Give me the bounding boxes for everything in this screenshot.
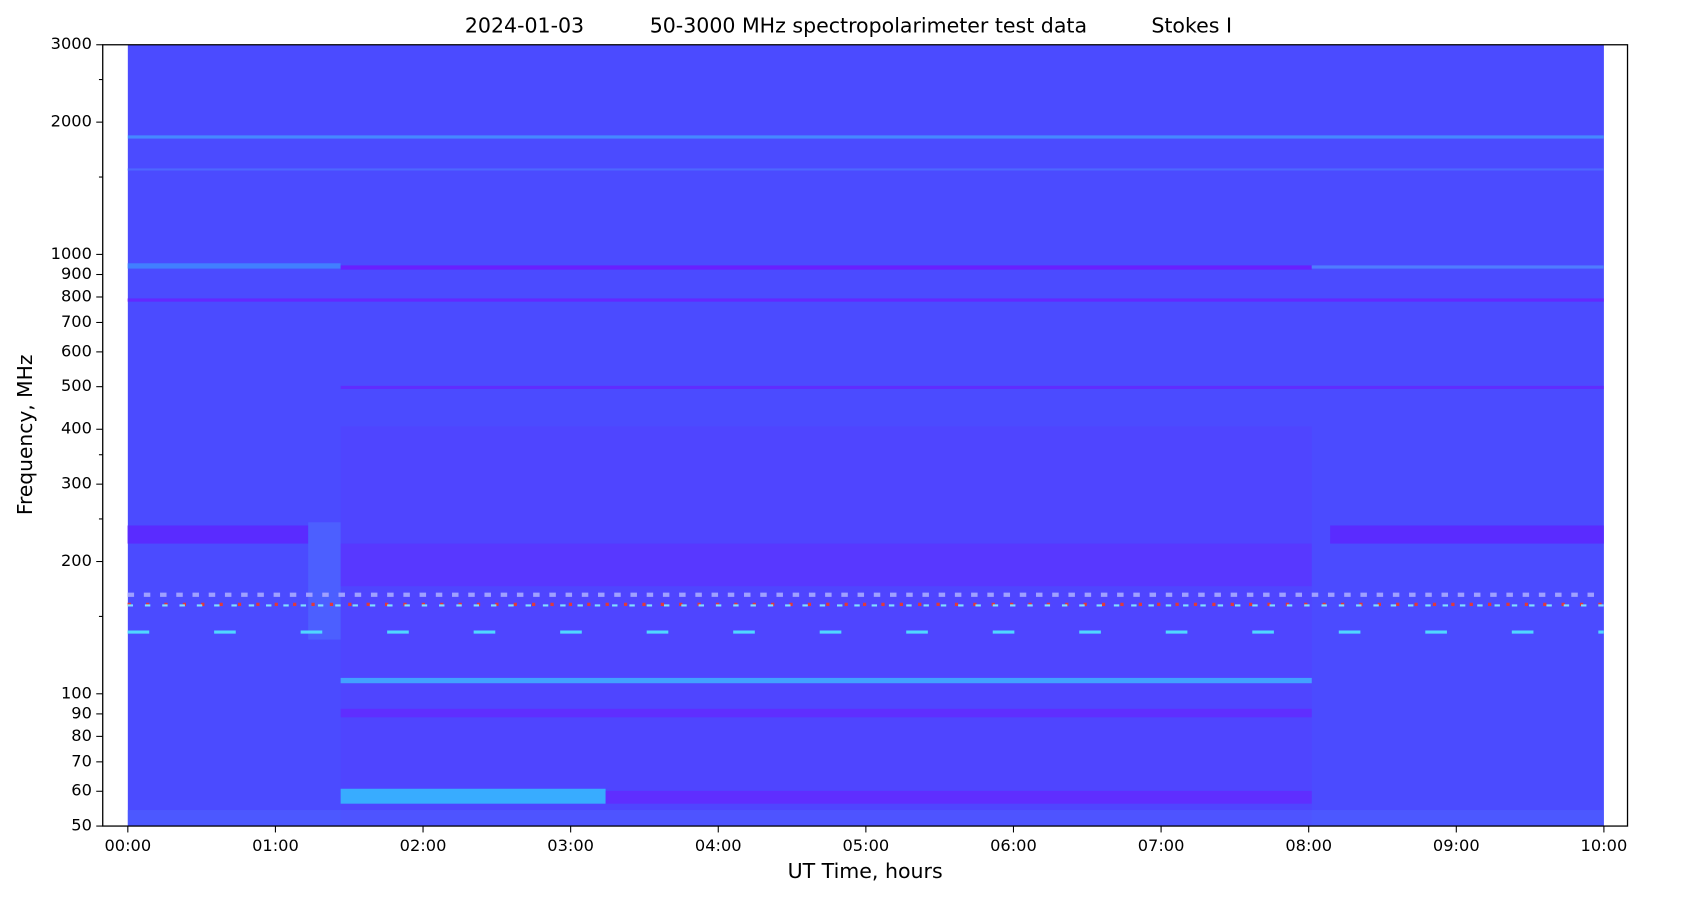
x-tick-label: 01:00 [252, 836, 299, 855]
y-tick-label: 1000 [51, 244, 92, 263]
y-tick-label: 80 [71, 726, 92, 745]
y-tick-label: 200 [61, 551, 92, 570]
title-main: 50-3000 MHz spectropolarimeter test data [650, 14, 1087, 38]
x-tick-label: 09:00 [1433, 836, 1480, 855]
y-tick-label: 400 [61, 419, 92, 438]
x-tick-label: 02:00 [400, 836, 447, 855]
y-tick-label: 300 [61, 474, 92, 493]
x-tick-label: 07:00 [1138, 836, 1185, 855]
x-tick-label: 03:00 [547, 836, 594, 855]
y-tick-label: 90 [71, 703, 92, 722]
spectrogram [127, 44, 1604, 827]
y-axis-label: Frequency, MHz [13, 355, 37, 516]
y-tick-label: 3000 [51, 34, 92, 53]
y-tick-label: 500 [61, 376, 92, 395]
y-tick-label: 800 [61, 287, 92, 306]
title-date: 2024-01-03 [465, 14, 584, 38]
x-tick-label: 05:00 [843, 836, 890, 855]
x-tick-label: 00:00 [104, 836, 151, 855]
x-tick-label: 08:00 [1285, 836, 1332, 855]
y-tick-label: 70 [71, 751, 92, 770]
spectrogram-field [127, 44, 1604, 827]
y-tick-label: 50 [71, 816, 92, 835]
x-tick-label: 06:00 [990, 836, 1037, 855]
y-tick-label: 100 [61, 683, 92, 702]
y-tick-label: 60 [71, 781, 92, 800]
x-tick-label: 10:00 [1581, 836, 1628, 855]
x-tick-label: 04:00 [695, 836, 742, 855]
y-tick-label: 2000 [51, 112, 92, 131]
y-tick-label: 900 [61, 264, 92, 283]
x-axis-label: UT Time, hours [788, 859, 943, 883]
spectrogram-texture [127, 135, 1604, 827]
y-tick-label: 600 [61, 341, 92, 360]
plot-frame [102, 44, 1629, 827]
title-stokes: Stokes I [1151, 14, 1232, 38]
y-tick-label: 700 [61, 312, 92, 331]
